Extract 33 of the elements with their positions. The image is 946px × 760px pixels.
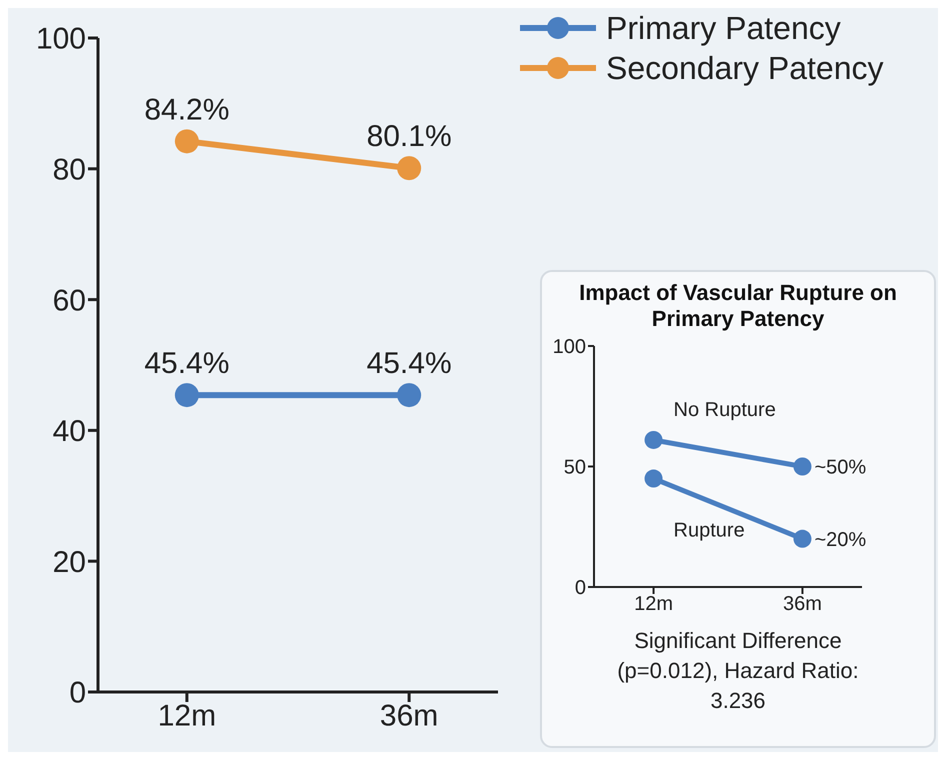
y-tick-label: 60 <box>52 284 86 318</box>
y-tick-label: 80 <box>52 153 86 186</box>
y-tick-label: 20 <box>52 546 86 579</box>
point <box>644 470 663 488</box>
point <box>174 129 199 154</box>
data-label: 84.2% <box>144 93 230 126</box>
y-tick-label: 100 <box>36 22 86 56</box>
legend-label: Secondary Patency <box>606 49 884 88</box>
point <box>174 383 199 408</box>
y-tick-label: 50 <box>564 456 586 479</box>
legend-label: Primary Patency <box>606 9 841 48</box>
y-tick-label: 100 <box>552 336 586 358</box>
data-label: 45.4% <box>144 347 230 380</box>
data-label: ~20% <box>814 528 866 551</box>
data-label: 80.1% <box>366 120 452 154</box>
point <box>397 383 422 408</box>
series-label: Rupture <box>674 520 745 542</box>
x-tick-label: 36m <box>380 699 438 732</box>
point <box>793 530 812 548</box>
text: Significant Difference (p=0.012), Hazard Ratio: 3.236 <box>616 627 860 715</box>
point <box>397 156 422 180</box>
data-label: 45.4% <box>366 347 452 380</box>
point <box>644 430 663 449</box>
series-label: No Rupture <box>674 398 776 421</box>
y-tick-label: 0 <box>574 577 586 600</box>
x-tick-label: 12m <box>634 593 674 616</box>
chart-title: Impact of Vascular Rupture on Primary Patency <box>578 280 898 332</box>
data-label: ~50% <box>814 456 866 479</box>
y-tick-label: 0 <box>69 676 86 710</box>
x-tick-label: 12m <box>158 699 216 732</box>
point <box>793 458 812 476</box>
y-tick-label: 40 <box>52 415 86 448</box>
x-tick-label: 36m <box>782 593 822 616</box>
